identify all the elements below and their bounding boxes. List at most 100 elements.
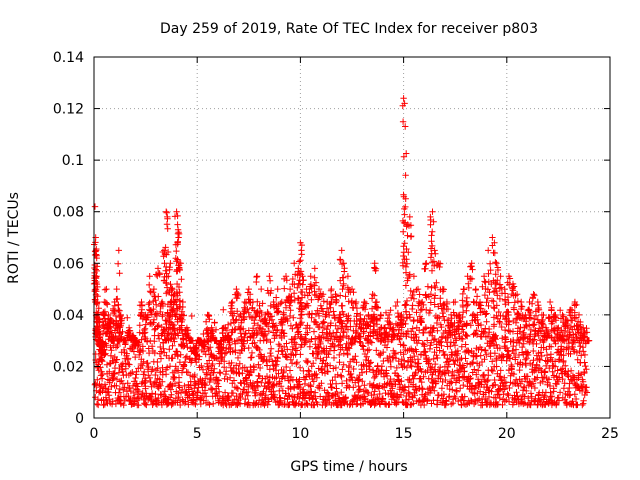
data-point: [127, 370, 134, 377]
data-point: [422, 260, 430, 267]
data-point: [511, 299, 518, 306]
data-point: [115, 247, 122, 254]
data-point: [226, 374, 234, 381]
data-point: [169, 342, 176, 349]
data-point: [502, 301, 509, 308]
data-point: [220, 306, 227, 313]
data-point: [263, 336, 270, 343]
data-point: [230, 377, 238, 384]
data-point: [449, 368, 456, 375]
data-point: [336, 351, 343, 359]
data-point: [172, 395, 180, 402]
data-point: [139, 362, 146, 369]
data-point: [98, 375, 106, 382]
data-point: [101, 286, 109, 293]
data-point: [514, 297, 522, 305]
data-point: [339, 285, 346, 293]
data-point: [308, 296, 315, 303]
data-point: [581, 351, 589, 359]
data-point: [312, 335, 319, 342]
data-point: [373, 304, 380, 311]
data-point: [258, 396, 266, 403]
data-point: [190, 400, 198, 407]
data-point: [170, 373, 177, 381]
data-point: [224, 321, 232, 328]
data-point: [312, 279, 320, 286]
data-point: [293, 359, 301, 366]
data-point: [502, 334, 509, 342]
data-point: [570, 346, 577, 353]
data-point: [262, 391, 269, 399]
data-point: [152, 371, 159, 379]
data-point: [490, 298, 497, 305]
data-point: [191, 385, 198, 392]
data-point: [470, 298, 477, 305]
data-point: [428, 232, 435, 239]
data-point: [258, 379, 265, 386]
data-point: [227, 308, 234, 316]
data-point: [418, 306, 426, 313]
data-point: [229, 298, 236, 306]
data-point: [308, 363, 315, 370]
data-point: [365, 346, 373, 353]
data-point: [122, 365, 129, 372]
y-tick-label: 0.1: [62, 153, 84, 169]
data-point: [258, 285, 265, 293]
data-point: [163, 290, 170, 297]
data-point: [175, 234, 182, 241]
data-point: [430, 324, 438, 331]
data-point: [287, 322, 295, 329]
data-point: [232, 340, 239, 347]
data-point: [216, 369, 223, 376]
data-point: [180, 362, 188, 369]
data-point: [112, 344, 120, 351]
data-point: [221, 389, 229, 396]
data-point: [320, 319, 328, 326]
data-point: [225, 393, 232, 401]
data-point: [338, 247, 345, 254]
data-point: [256, 397, 263, 404]
data-point: [344, 273, 352, 280]
data-point: [352, 298, 360, 306]
data-point: [415, 360, 422, 367]
data-point: [101, 381, 109, 388]
data-point: [267, 338, 274, 346]
data-point: [209, 360, 216, 368]
data-point: [518, 303, 525, 310]
data-point: [139, 347, 147, 355]
data-point: [472, 286, 479, 294]
data-point: [260, 388, 267, 395]
data-point: [188, 312, 195, 320]
data-point: [227, 344, 234, 352]
data-point: [427, 216, 434, 224]
data-point: [380, 357, 387, 365]
data-point: [108, 383, 115, 390]
data-point: [167, 260, 174, 267]
data-point: [519, 343, 526, 351]
data-point: [444, 305, 452, 313]
data-point: [91, 251, 99, 259]
data-point: [166, 363, 174, 370]
data-point: [146, 281, 153, 289]
data-point: [116, 307, 123, 314]
data-point: [394, 298, 401, 306]
data-point: [106, 368, 113, 375]
data-point: [182, 398, 189, 405]
data-point: [145, 349, 153, 357]
data-point: [129, 382, 137, 390]
data-point: [245, 344, 252, 352]
data-point: [450, 299, 457, 306]
data-point: [421, 265, 428, 273]
data-point: [387, 363, 395, 370]
data-point: [115, 301, 122, 309]
data-point: [571, 391, 578, 398]
data-point: [361, 299, 368, 306]
data-point: [505, 299, 512, 306]
data-point: [501, 326, 509, 334]
data-point: [247, 369, 255, 376]
data-point: [201, 389, 209, 397]
data-point: [400, 228, 407, 235]
data-point: [437, 260, 444, 267]
data-point: [497, 367, 504, 374]
data-point: [173, 208, 180, 215]
